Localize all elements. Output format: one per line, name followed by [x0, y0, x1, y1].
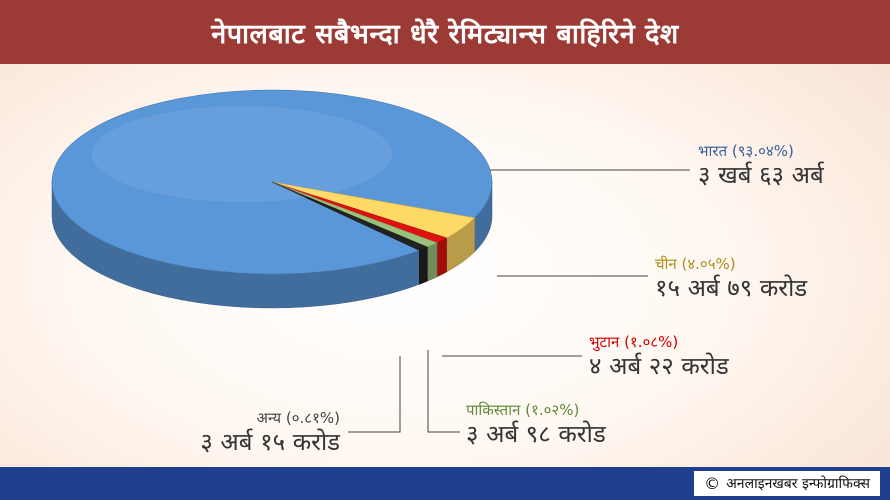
pie-highlight [92, 106, 392, 202]
leader-line-others [348, 356, 401, 433]
title-banner: नेपालबाट सबैभन्दा धेरै रेमिट्यान्स बाहिर… [0, 0, 890, 64]
label-china-amount: १५ अर्ब ७९ करोड [655, 274, 808, 302]
leader-line-pakistan [427, 350, 460, 433]
label-pakistan-amount: ३ अर्ब ९८ करोड [466, 420, 606, 448]
label-bhutan-amount: ४ अर्ब २२ करोड [589, 352, 729, 380]
label-others-pct: अन्य (०.८१%) [256, 409, 340, 427]
label-china: चीन (४.०५%) १५ अर्ब ७९ करोड [655, 255, 807, 303]
label-pakistan: पाकिस्तान (१.०२%) ३ अर्ब ९८ करोड [466, 401, 606, 449]
slice-others-side [419, 246, 428, 285]
slice-pakistan-side [427, 242, 438, 282]
label-bhutan: भुटान (१.०८%) ४ अर्ब २२ करोड [589, 333, 729, 381]
leader-lines [348, 169, 690, 433]
credit-box: © अनलाइनखबर इन्फोग्राफिक्स [694, 471, 880, 496]
chart-title: नेपालबाट सबैभन्दा धेरै रेमिट्यान्स बाहिर… [211, 18, 679, 50]
label-india: भारत (९३.०४%) ३ खर्ब ६३ अर्ब [698, 142, 824, 190]
credit-text: अनलाइनखबर इन्फोग्राफिक्स [726, 476, 870, 492]
label-bhutan-pct: भुटान (१.०८%) [589, 333, 679, 351]
slice-bhutan-side [436, 237, 447, 278]
label-others: अन्य (०.८१%) ३ अर्ब १५ करोड [170, 409, 340, 457]
label-pakistan-pct: पाकिस्तान (१.०२%) [466, 401, 580, 419]
pie-sides [51, 181, 493, 309]
copyright-icon: © [704, 474, 721, 493]
label-china-pct: चीन (४.०५%) [655, 255, 736, 273]
pie-tops [51, 89, 493, 275]
label-others-amount: ३ अर्ब १५ करोड [200, 428, 340, 456]
slice-others [271, 181, 429, 251]
label-india-pct: भारत (९३.०४%) [698, 142, 794, 160]
label-india-amount: ३ खर्ब ६३ अर्ब [698, 161, 824, 189]
footer-bar: © अनलाइनखबर इन्फोग्राफिक्स [0, 467, 890, 500]
